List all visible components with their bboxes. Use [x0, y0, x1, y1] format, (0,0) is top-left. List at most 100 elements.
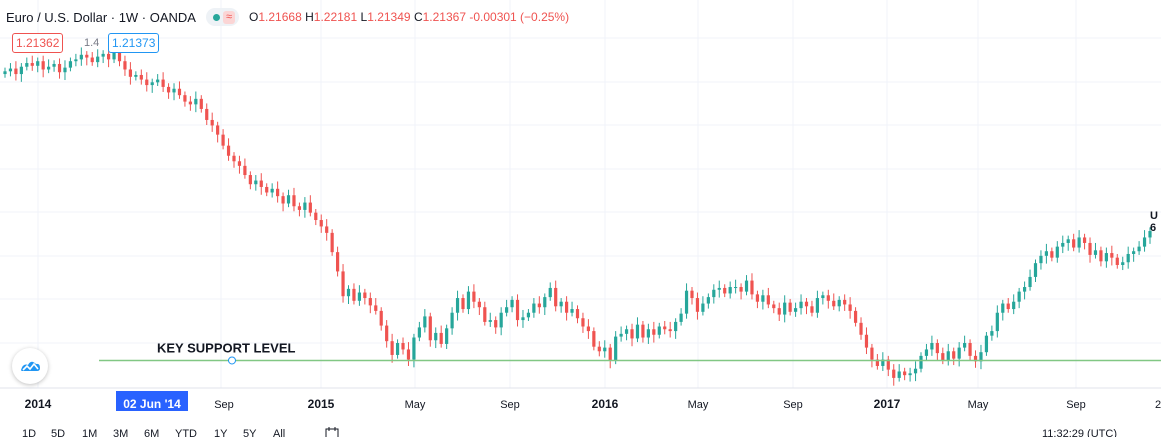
candle-body: [161, 79, 165, 87]
candle-body: [3, 71, 7, 75]
time-axis-label: May: [405, 399, 426, 411]
market-open-dot-icon: [212, 13, 220, 21]
candle-body: [259, 180, 263, 187]
candle-body: [543, 297, 547, 308]
candle-body: [1132, 251, 1136, 254]
candle-body: [1088, 242, 1092, 255]
candle-body: [783, 302, 787, 315]
candle-body: [701, 303, 705, 312]
timeframe-button-1m[interactable]: 1M: [82, 428, 98, 437]
candle-body: [575, 309, 580, 319]
candle-body: [401, 343, 405, 350]
candle-body: [864, 334, 869, 348]
candle-body: [341, 271, 345, 297]
candle-body: [363, 292, 367, 299]
candle-body: [837, 299, 841, 307]
candle-body: [886, 359, 890, 370]
tradingview-logo[interactable]: [12, 348, 48, 384]
candle-body: [374, 305, 378, 311]
change-value: -0.00301 (−0.25%): [469, 10, 570, 24]
candle-body: [172, 88, 176, 93]
timeframe-button-ytd[interactable]: YTD: [175, 428, 197, 437]
time-axis-label: 2016: [592, 397, 619, 411]
candle-body: [1044, 251, 1049, 256]
chart-grid: [0, 0, 1161, 388]
time-axis: 2014 02 Jun '14 Sep 2015 May Sep 2016 May Sep 201…: [0, 387, 1161, 411]
candle-body: [1072, 239, 1076, 248]
calendar-icon[interactable]: [325, 427, 339, 437]
close-label: C: [413, 10, 423, 24]
candle-body: [439, 332, 443, 344]
candle-body: [995, 312, 999, 332]
timeframe-button-1y[interactable]: 1Y: [214, 428, 228, 437]
candle-body: [270, 188, 274, 193]
candle-body: [226, 145, 231, 156]
time-axis-label: May: [688, 399, 709, 411]
candle-body: [319, 220, 323, 227]
candle-body: [466, 291, 471, 310]
candle-body: [826, 295, 830, 301]
candle-body: [908, 373, 912, 376]
candle-body: [674, 321, 678, 332]
timeframe-button-5d[interactable]: 5D: [51, 428, 66, 437]
candle-body: [308, 202, 312, 213]
candle-body: [804, 301, 809, 307]
candle-body: [695, 298, 700, 312]
timeframe-button-3m[interactable]: 3M: [113, 428, 129, 437]
candle-body: [265, 186, 269, 193]
candle-body: [930, 343, 934, 350]
symbol-title[interactable]: Euro / U.S. Dollar · 1W · OANDA: [6, 9, 196, 25]
tradingview-cloud-icon: [21, 361, 40, 371]
candle-body: [47, 66, 51, 70]
candle-body: [428, 316, 432, 341]
utc-clock[interactable]: 11:32:29 (UTC): [1042, 428, 1117, 437]
candle-body: [1110, 253, 1114, 258]
candle-body: [368, 298, 372, 306]
candle-body: [505, 307, 509, 313]
candle-body: [395, 343, 400, 355]
candle-body: [897, 371, 901, 378]
candle-body: [646, 329, 650, 338]
candle-body: [1126, 253, 1130, 263]
candle-body: [532, 303, 536, 313]
candle-body: [728, 287, 732, 294]
candle-body: [488, 320, 492, 322]
time-axis-label: Sep: [500, 399, 520, 411]
sell-price-button[interactable]: 1.21362: [12, 33, 64, 53]
candle-body: [292, 195, 296, 207]
key-support-level-line: KEY SUPPORT LEVEL: [99, 340, 1161, 365]
candle-body: [859, 322, 863, 335]
buy-price-button[interactable]: 1.21373: [108, 33, 160, 53]
candle-body: [472, 291, 476, 302]
candle-body: [821, 295, 825, 299]
timeframe-button-all[interactable]: All: [273, 428, 286, 437]
low-value: 1.21349: [367, 10, 411, 24]
candle-body: [581, 318, 585, 327]
time-axis-label: Sep: [214, 399, 234, 411]
candle-body: [276, 188, 280, 197]
candle-body: [657, 326, 661, 335]
candle-body: [684, 290, 689, 314]
candle-body: [570, 309, 574, 313]
chart-legend-header: Euro / U.S. Dollar · 1W · OANDA ≈ O1.216…: [6, 8, 569, 26]
candle-body: [254, 180, 258, 185]
market-status-toggle[interactable]: ≈: [205, 8, 240, 26]
candle-body: [957, 347, 961, 359]
candle-body: [1093, 250, 1098, 255]
time-axis-label: 2014: [25, 397, 52, 411]
spread-label: 1.4: [84, 37, 100, 49]
candle-body: [586, 326, 591, 332]
timeframe-button-1d[interactable]: 1D: [22, 428, 37, 437]
timeframe-button-6m[interactable]: 6M: [144, 428, 160, 437]
candle-body: [712, 289, 716, 298]
candle-body: [85, 54, 89, 58]
candle-body: [755, 294, 760, 302]
candle-body: [68, 61, 73, 68]
candle-body: [25, 63, 29, 67]
candle-body: [723, 287, 727, 294]
candle-body: [412, 337, 416, 360]
candle-body: [1017, 291, 1021, 302]
timeframe-button-5y[interactable]: 5Y: [243, 428, 257, 437]
candle-body: [979, 352, 983, 362]
